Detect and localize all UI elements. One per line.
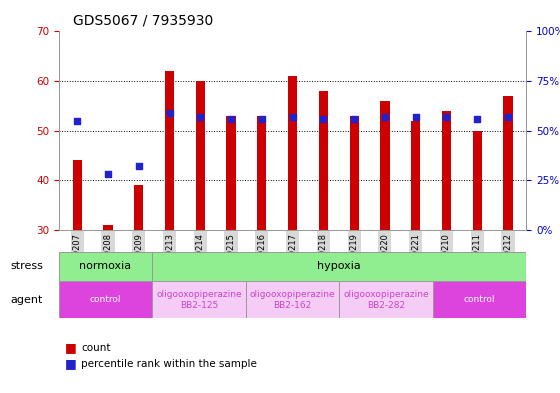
Bar bbox=[319, 91, 328, 230]
Point bbox=[134, 163, 143, 169]
Point bbox=[196, 114, 205, 120]
Text: ■: ■ bbox=[64, 357, 76, 370]
Text: GDS5067 / 7935930: GDS5067 / 7935930 bbox=[73, 14, 213, 28]
Bar bbox=[152, 252, 526, 281]
Point bbox=[380, 114, 389, 120]
Bar bbox=[226, 116, 236, 230]
Text: oligooxopiperazine
BB2-125: oligooxopiperazine BB2-125 bbox=[156, 290, 242, 310]
Bar bbox=[380, 101, 390, 230]
Text: count: count bbox=[81, 343, 111, 353]
Point bbox=[411, 114, 420, 120]
Point bbox=[165, 110, 174, 116]
Bar bbox=[411, 121, 420, 230]
Text: hypoxia: hypoxia bbox=[318, 261, 361, 271]
Bar bbox=[152, 281, 246, 318]
Point bbox=[73, 118, 82, 124]
Bar bbox=[257, 116, 267, 230]
Bar bbox=[195, 81, 205, 230]
Bar bbox=[349, 116, 359, 230]
Point bbox=[104, 171, 113, 178]
Point bbox=[503, 114, 512, 120]
Point bbox=[442, 114, 451, 120]
Text: control: control bbox=[464, 295, 496, 304]
Point bbox=[227, 116, 236, 122]
Point bbox=[258, 116, 267, 122]
Point bbox=[319, 116, 328, 122]
Text: ■: ■ bbox=[64, 341, 76, 354]
Text: stress: stress bbox=[10, 261, 43, 271]
Bar bbox=[433, 281, 526, 318]
Point bbox=[288, 114, 297, 120]
Bar bbox=[134, 185, 143, 230]
Bar bbox=[473, 130, 482, 230]
Bar bbox=[73, 160, 82, 230]
Bar bbox=[59, 281, 152, 318]
Bar bbox=[442, 111, 451, 230]
Bar bbox=[165, 71, 174, 230]
Point bbox=[349, 116, 358, 122]
Bar bbox=[104, 225, 113, 230]
Text: percentile rank within the sample: percentile rank within the sample bbox=[81, 358, 257, 369]
Text: normoxia: normoxia bbox=[80, 261, 132, 271]
Bar bbox=[59, 252, 152, 281]
Text: oligooxopiperazine
BB2-282: oligooxopiperazine BB2-282 bbox=[343, 290, 429, 310]
Text: agent: agent bbox=[11, 295, 43, 305]
Bar bbox=[288, 76, 297, 230]
Text: oligooxopiperazine
BB2-162: oligooxopiperazine BB2-162 bbox=[250, 290, 335, 310]
Bar bbox=[246, 281, 339, 318]
Text: control: control bbox=[90, 295, 122, 304]
Bar bbox=[339, 281, 433, 318]
Bar bbox=[503, 96, 512, 230]
Point bbox=[473, 116, 482, 122]
